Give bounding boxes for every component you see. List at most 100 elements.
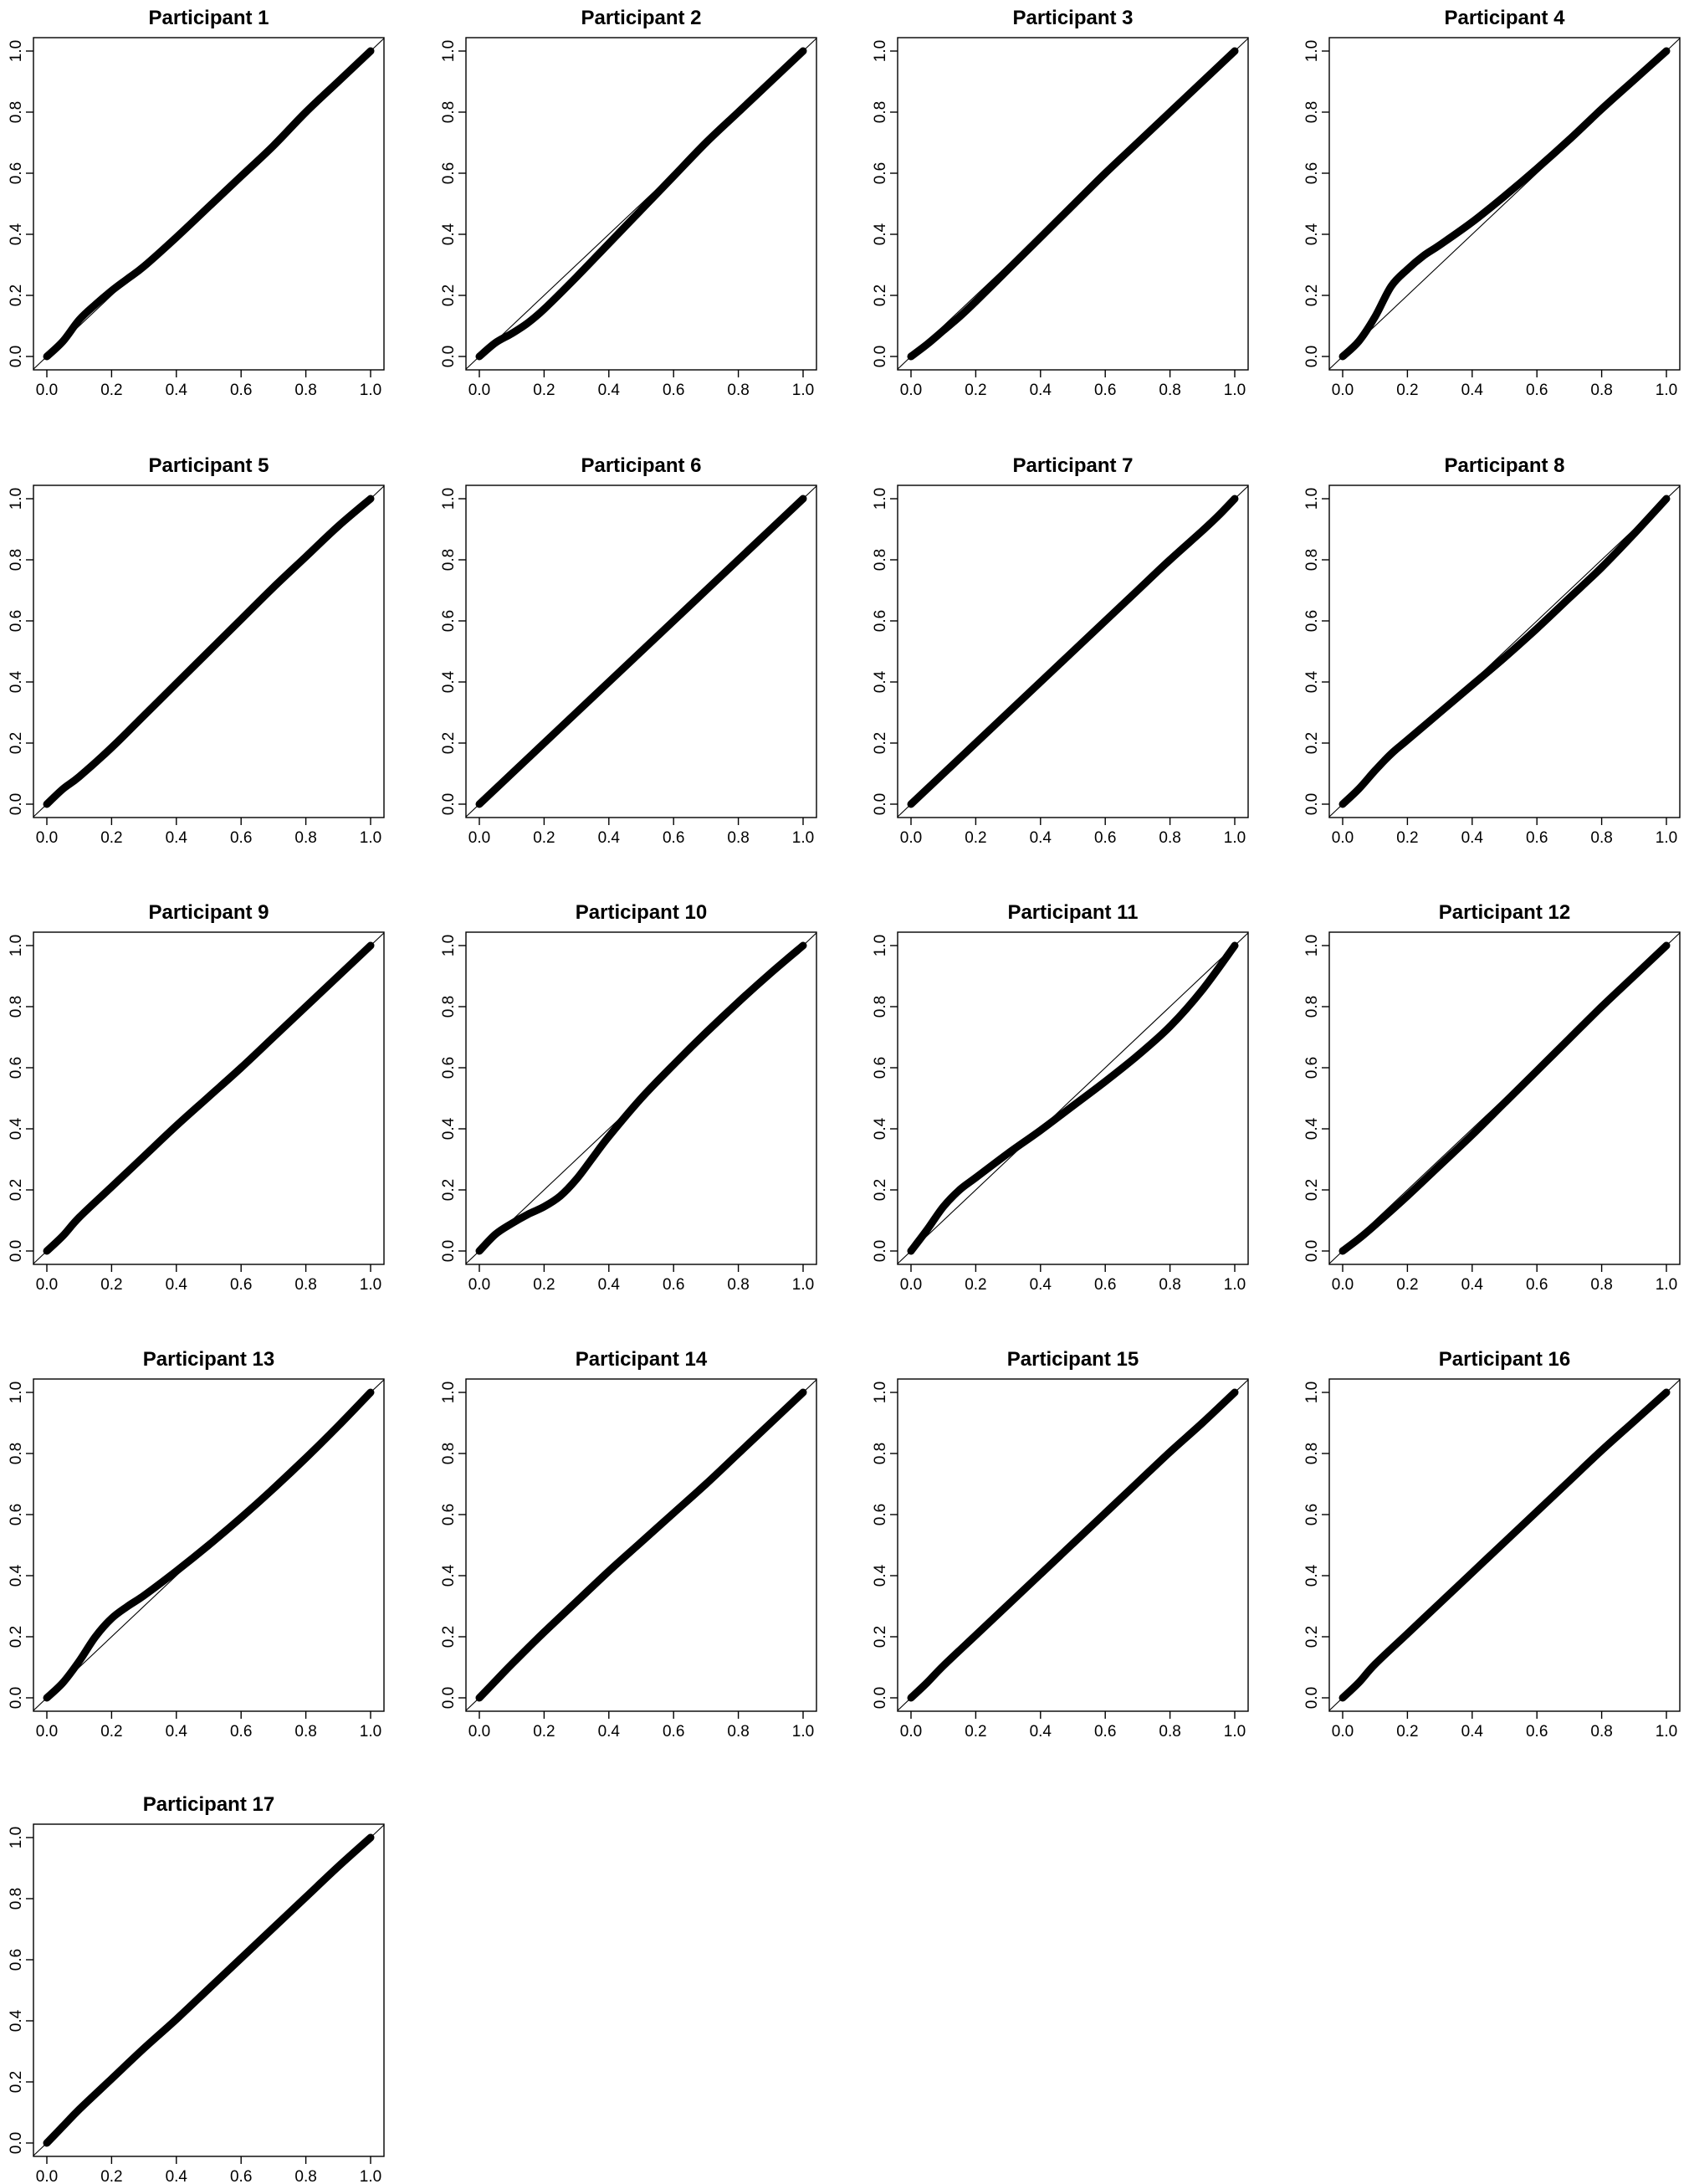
y-tick-label: 0.6	[872, 610, 889, 632]
x-tick-label: 0.2	[533, 1723, 555, 1741]
y-tick-label: 1.0	[8, 1827, 25, 1848]
data-series-line	[475, 1388, 807, 1702]
x-tick-label: 0.8	[1590, 382, 1612, 399]
x-tick-label: 1.0	[1656, 1723, 1677, 1741]
x-tick-label: 0.0	[900, 1276, 922, 1294]
plot-frame	[33, 1378, 385, 1712]
y-tick-label: 0.0	[872, 346, 889, 367]
y-tick-label: 0.6	[1303, 1504, 1321, 1525]
y-tick-label: 0.4	[1303, 223, 1321, 245]
y-tick-label: 0.6	[8, 610, 25, 632]
x-tick-label: 0.2	[533, 1276, 555, 1294]
data-series-line	[475, 495, 807, 808]
x-tick-label: 0.6	[1526, 829, 1548, 847]
x-tick-label: 0.0	[468, 829, 490, 847]
x-tick-label: 0.6	[1094, 1276, 1116, 1294]
chart-panel: Participant 6 0.0 0.2 0.4 0.6 0.8 1.0 0.0 0.2 0.4…	[440, 454, 817, 847]
x-tick-label: 0.4	[166, 1723, 188, 1741]
x-tick-label: 0.6	[1094, 829, 1116, 847]
y-tick-label: 0.4	[440, 670, 458, 693]
data-series-line	[1338, 941, 1671, 1255]
y-tick-label: 0.4	[1303, 1117, 1321, 1140]
y-tick-label: 0.8	[8, 1888, 25, 1910]
data-series-line	[1338, 1388, 1671, 1702]
x-tick-label: 0.2	[100, 1723, 122, 1741]
x-tick-label: 0.0	[36, 382, 58, 399]
x-tick-label: 0.4	[1030, 382, 1052, 399]
x-tick-label: 0.2	[965, 382, 986, 399]
chart-title: Participant 3	[1012, 7, 1133, 29]
chart-panel: Participant 10 0.0 0.2 0.4 0.6 0.8 1.0 0.0 0.2 0.…	[440, 901, 817, 1294]
chart-title: Participant 10	[576, 901, 707, 924]
chart-panel: Participant 16 0.0 0.2 0.4 0.6 0.8 1.0 0.0 0.2 0.…	[1303, 1348, 1681, 1741]
x-tick-label: 0.8	[727, 1276, 749, 1294]
y-tick-label: 0.0	[1303, 1240, 1321, 1262]
y-tick-label: 0.4	[872, 670, 889, 693]
y-tick-label: 0.8	[872, 101, 889, 123]
y-tick-label: 0.0	[1303, 346, 1321, 367]
x-tick-label: 0.2	[100, 2168, 122, 2184]
x-tick-label: 1.0	[1224, 829, 1246, 847]
x-tick-label: 0.4	[598, 382, 621, 399]
chart-panel: Participant 11 0.0 0.2 0.4 0.6 0.8 1.0 0.0 0.2 0.…	[872, 901, 1249, 1294]
x-tick-label: 0.6	[663, 829, 684, 847]
y-tick-label: 1.0	[1303, 1382, 1321, 1403]
y-tick-label: 1.0	[440, 40, 458, 62]
y-tick-label: 0.6	[872, 1057, 889, 1079]
chart-title: Participant 9	[148, 901, 269, 924]
x-tick-label: 0.8	[727, 829, 749, 847]
x-tick-label: 0.2	[100, 382, 122, 399]
y-tick-label: 0.4	[8, 2009, 25, 2032]
x-tick-label: 0.2	[1396, 1723, 1418, 1741]
chart-panel: Participant 7 0.0 0.2 0.4 0.6 0.8 1.0 0.0 0.2 0.4…	[872, 454, 1249, 847]
y-tick-label: 0.2	[872, 285, 889, 306]
y-tick-label: 0.4	[1303, 670, 1321, 693]
chart-title: Participant 17	[143, 1793, 274, 1816]
y-tick-label: 0.2	[8, 1179, 25, 1201]
chart-title: Participant 7	[1012, 454, 1133, 477]
x-tick-label: 0.0	[1332, 1723, 1354, 1741]
x-tick-label: 0.8	[727, 1723, 749, 1741]
x-tick-label: 0.2	[100, 1276, 122, 1294]
chart-title: Participant 14	[576, 1348, 708, 1371]
plot-frame	[897, 37, 1249, 371]
chart-title: Participant 2	[581, 7, 701, 29]
x-tick-label: 0.8	[294, 829, 316, 847]
y-tick-label: 0.0	[8, 2132, 25, 2154]
y-tick-label: 0.4	[8, 670, 25, 693]
plot-frame	[465, 1378, 817, 1712]
plot-frame	[33, 37, 385, 371]
x-tick-label: 0.8	[1590, 1723, 1612, 1741]
x-tick-label: 1.0	[360, 382, 381, 399]
x-tick-label: 0.8	[1159, 1723, 1180, 1741]
y-tick-label: 0.6	[440, 1057, 458, 1079]
x-tick-label: 0.8	[294, 1276, 316, 1294]
x-tick-label: 0.4	[166, 829, 188, 847]
x-tick-label: 1.0	[1656, 1276, 1677, 1294]
x-tick-label: 0.0	[1332, 382, 1354, 399]
x-tick-label: 0.6	[1526, 382, 1548, 399]
chart-title: Participant 11	[1007, 901, 1138, 924]
y-tick-label: 0.8	[1303, 996, 1321, 1018]
y-tick-label: 0.2	[440, 285, 458, 306]
x-tick-label: 1.0	[360, 2168, 381, 2184]
y-tick-label: 0.8	[440, 1443, 458, 1464]
x-tick-label: 0.4	[1461, 829, 1484, 847]
y-tick-label: 0.6	[8, 1504, 25, 1525]
y-tick-label: 0.4	[1303, 1564, 1321, 1587]
x-tick-label: 0.0	[1332, 829, 1354, 847]
chart-title: Participant 16	[1439, 1348, 1570, 1371]
y-tick-label: 0.2	[872, 1179, 889, 1201]
y-tick-label: 1.0	[8, 40, 25, 62]
y-tick-label: 0.0	[8, 1687, 25, 1709]
y-tick-label: 0.4	[8, 1564, 25, 1587]
x-tick-label: 0.6	[230, 1723, 252, 1741]
plot-frame	[33, 1823, 385, 2157]
y-tick-label: 1.0	[872, 488, 889, 510]
y-tick-label: 0.4	[8, 223, 25, 245]
chart-panel: Participant 5 0.0 0.2 0.4 0.6 0.8 1.0 0.0 0.2 0.4…	[8, 454, 385, 847]
data-series-line	[907, 1388, 1239, 1702]
x-tick-label: 0.8	[294, 1723, 316, 1741]
y-tick-label: 0.6	[872, 1504, 889, 1525]
